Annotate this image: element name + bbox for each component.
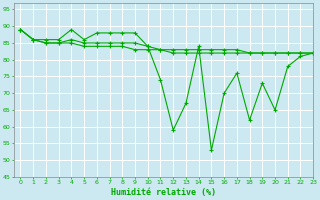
X-axis label: Humidité relative (%): Humidité relative (%) — [111, 188, 216, 197]
